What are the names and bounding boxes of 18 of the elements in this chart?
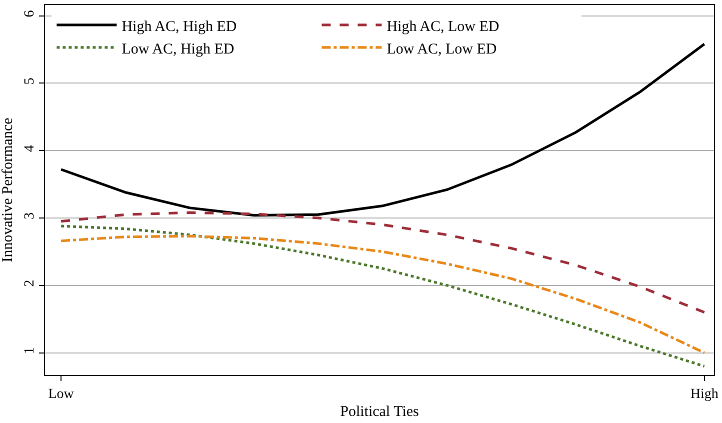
line-series [60,42,706,217]
y-tick-label: 1 [22,347,38,354]
y-tick-label: 2 [22,280,38,287]
line-series [60,211,706,314]
y-tick-label: 6 [22,10,38,18]
line-series [60,224,706,368]
legend-label: Low AC, High ED [122,41,234,58]
x-tick-label: Low [48,386,75,402]
y-axis-title: Innovative Performance [0,117,16,262]
x-tick-label: High [690,386,718,402]
y-tick-label: 3 [22,212,38,220]
y-tick-label: 4 [22,144,38,152]
legend-label: High AC, High ED [122,18,237,35]
y-tick-label: 5 [22,78,38,85]
line-series [60,234,706,354]
legend-label: Low AC, Low ED [386,41,497,58]
legend-label: High AC, Low ED [386,18,500,35]
x-axis-title: Political Ties [340,404,420,420]
